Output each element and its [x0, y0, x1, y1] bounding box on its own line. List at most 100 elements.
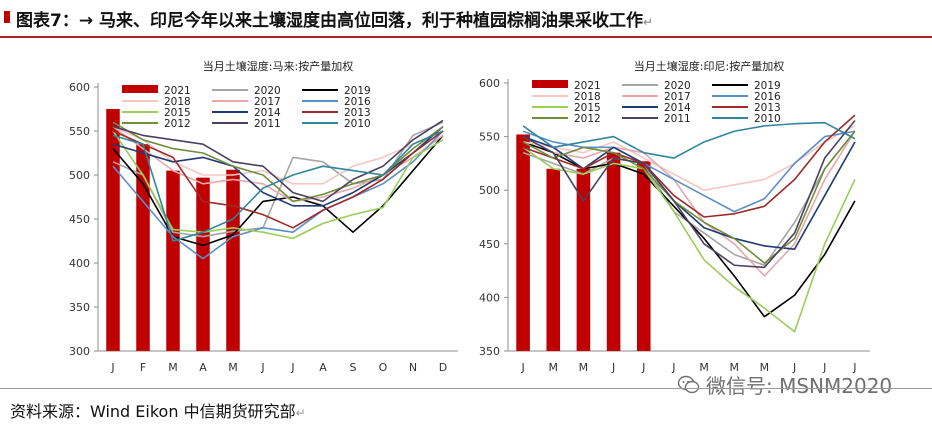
indonesia-x-tick-label: J — [641, 361, 645, 374]
malaysia-legend-label-2021: 2021 — [164, 85, 191, 97]
figure-title-text: 图表7：→ 马来、印尼今年以来土壤湿度由高位回落，利于种植园棕榈油果采收工作 — [16, 11, 643, 31]
malaysia-bar-2021 — [136, 144, 150, 351]
malaysia-bar-2021 — [166, 170, 180, 351]
malaysia-x-tick-label: M — [228, 361, 238, 374]
figure-title: 图表7：→ 马来、印尼今年以来土壤湿度由高位回落，利于种植园棕榈油果采收工作↵ — [16, 6, 653, 31]
indonesia-x-tick-label: M — [579, 361, 589, 374]
malaysia-x-tick-label: N — [409, 361, 417, 374]
indonesia-legend-label-2018: 2018 — [574, 91, 601, 103]
malaysia-x-tick-label: J — [260, 361, 264, 374]
malaysia-x-tick-label: J — [110, 361, 114, 374]
malaysia-bar-2021 — [196, 177, 210, 351]
indonesia-line-2016 — [522, 130, 856, 213]
malaysia-x-tick-label: D — [439, 361, 447, 374]
malaysia-x-tick-label: A — [319, 361, 327, 374]
indonesia-line-2014 — [522, 135, 856, 250]
malaysia-legend-label-2010: 2010 — [344, 118, 371, 130]
malaysia-line-2013 — [112, 130, 444, 229]
malaysia-y-tick-label: 450 — [69, 213, 90, 226]
indonesia-legend-label-2020: 2020 — [664, 80, 691, 92]
header-bullet-icon — [4, 11, 10, 23]
indonesia-line-2018 — [522, 125, 856, 191]
malaysia-legend-label-2011: 2011 — [254, 118, 281, 130]
indonesia-y-tick-label: 400 — [479, 291, 500, 304]
malaysia-chart-svg: 当月土壤湿度:马来:按产量加权 300 350 400 450 500 550 600 J F M A… — [69, 59, 458, 374]
malaysia-legend-swatch-2021 — [122, 85, 158, 93]
indonesia-legend-label-2010: 2010 — [754, 113, 781, 125]
footer-divider — [0, 388, 932, 389]
malaysia-legend-label-2017: 2017 — [254, 96, 281, 108]
malaysia-legend-label-2012: 2012 — [164, 118, 191, 130]
indonesia-x-tick-label: J — [611, 361, 615, 374]
malaysia-y-tick-label: 550 — [69, 125, 90, 138]
malaysia-x-tick-label: O — [379, 361, 388, 374]
malaysia-x-tick-label: F — [140, 361, 146, 374]
malaysia-legend-label-2014: 2014 — [254, 107, 281, 119]
malaysia-x-tick-label: S — [350, 361, 357, 374]
malaysia-line-2018 — [112, 125, 444, 185]
indonesia-x-tick-label: J — [792, 361, 796, 374]
indonesia-y-tick-label: 550 — [479, 131, 500, 144]
indonesia-legend-label-2019: 2019 — [754, 80, 781, 92]
malaysia-legend-label-2013: 2013 — [344, 107, 371, 119]
malaysia-y-tick-label: 400 — [69, 257, 90, 270]
malaysia-y-tick-label: 600 — [69, 81, 90, 94]
malaysia-line-2016 — [112, 130, 444, 260]
malaysia-line-2015 — [112, 130, 444, 240]
indonesia-x-tick-label: J — [822, 361, 826, 374]
source-text: 资料来源：Wind Eikon 中信期货研究部 — [10, 402, 296, 421]
malaysia-line-2010 — [112, 130, 444, 242]
indonesia-line-2012 — [522, 130, 856, 264]
malaysia-soil-moisture-chart: 当月土壤湿度:马来:按产量加权 300 350 400 450 500 550 600 J F M A… — [10, 40, 460, 380]
indonesia-x-tick-label: J — [520, 361, 524, 374]
indonesia-line-2013 — [522, 114, 856, 218]
malaysia-line-2011 — [112, 119, 444, 203]
indonesia-y-tick-label: 600 — [479, 77, 500, 90]
malaysia-legend-label-2019: 2019 — [344, 85, 371, 97]
malaysia-x-tick-label: M — [168, 361, 178, 374]
figure-header: 图表7：→ 马来、印尼今年以来土壤湿度由高位回落，利于种植园棕榈油果采收工作↵ — [0, 0, 932, 38]
indonesia-line-2017 — [522, 130, 856, 277]
indonesia-bar-2021 — [576, 168, 591, 351]
indonesia-legend-label-2021: 2021 — [574, 80, 601, 92]
indonesia-legend-label-2014: 2014 — [664, 102, 691, 114]
indonesia-line-2011 — [522, 120, 856, 269]
indonesia-legend-label-2015: 2015 — [574, 102, 601, 114]
indonesia-legend-label-2011: 2011 — [664, 113, 691, 125]
indonesia-y-tick-label: 450 — [479, 238, 500, 251]
malaysia-legend-label-2020: 2020 — [254, 85, 281, 97]
wechat-watermark: 微信号: MSNM2020 — [677, 370, 893, 399]
source-note: 资料来源：Wind Eikon 中信期货研究部↵ — [10, 398, 306, 422]
indonesia-x-tick-label: J — [671, 361, 675, 374]
return-mark: ↵ — [643, 15, 654, 29]
malaysia-y-tick-label: 350 — [69, 301, 90, 314]
indonesia-y-tick-label: 500 — [479, 184, 500, 197]
malaysia-y-tick-label: 300 — [69, 345, 90, 358]
indonesia-x-tick-label: J — [852, 361, 856, 374]
indonesia-legend-label-2016: 2016 — [754, 91, 781, 103]
indonesia-x-tick-label: M — [730, 361, 740, 374]
wechat-id-text: 微信号: MSNM2020 — [706, 374, 893, 398]
indonesia-x-tick-label: M — [549, 361, 559, 374]
indonesia-bar-2021 — [636, 161, 651, 351]
malaysia-legend-label-2016: 2016 — [344, 96, 371, 108]
malaysia-x-tick-label: J — [290, 361, 294, 374]
malaysia-x-tick-label: A — [199, 361, 207, 374]
indonesia-legend-swatch-2021 — [532, 80, 568, 88]
source-return-mark: ↵ — [295, 406, 306, 420]
malaysia-chart-title: 当月土壤湿度:马来:按产量加权 — [203, 59, 353, 73]
wechat-icon — [677, 375, 700, 395]
indonesia-x-tick-label: M — [699, 361, 709, 374]
malaysia-bar-2021 — [226, 169, 240, 351]
indonesia-legend-label-2012: 2012 — [574, 113, 601, 125]
indonesia-x-tick-label: M — [760, 361, 770, 374]
indonesia-legend-label-2017: 2017 — [664, 91, 691, 103]
malaysia-legend-label-2018: 2018 — [164, 96, 191, 108]
malaysia-y-tick-label: 500 — [69, 169, 90, 182]
indonesia-y-tick-label: 350 — [479, 345, 500, 358]
indonesia-line-2010 — [522, 121, 856, 159]
indonesia-line-2015 — [522, 146, 856, 333]
indonesia-chart-title: 当月土壤湿度:印尼:按产量加权 — [634, 59, 784, 73]
indonesia-chart-svg: 当月土壤湿度:印尼:按产量加权 350 400 450 500 550 600 J M M J J J M… — [479, 59, 870, 374]
indonesia-legend-label-2013: 2013 — [754, 102, 781, 114]
